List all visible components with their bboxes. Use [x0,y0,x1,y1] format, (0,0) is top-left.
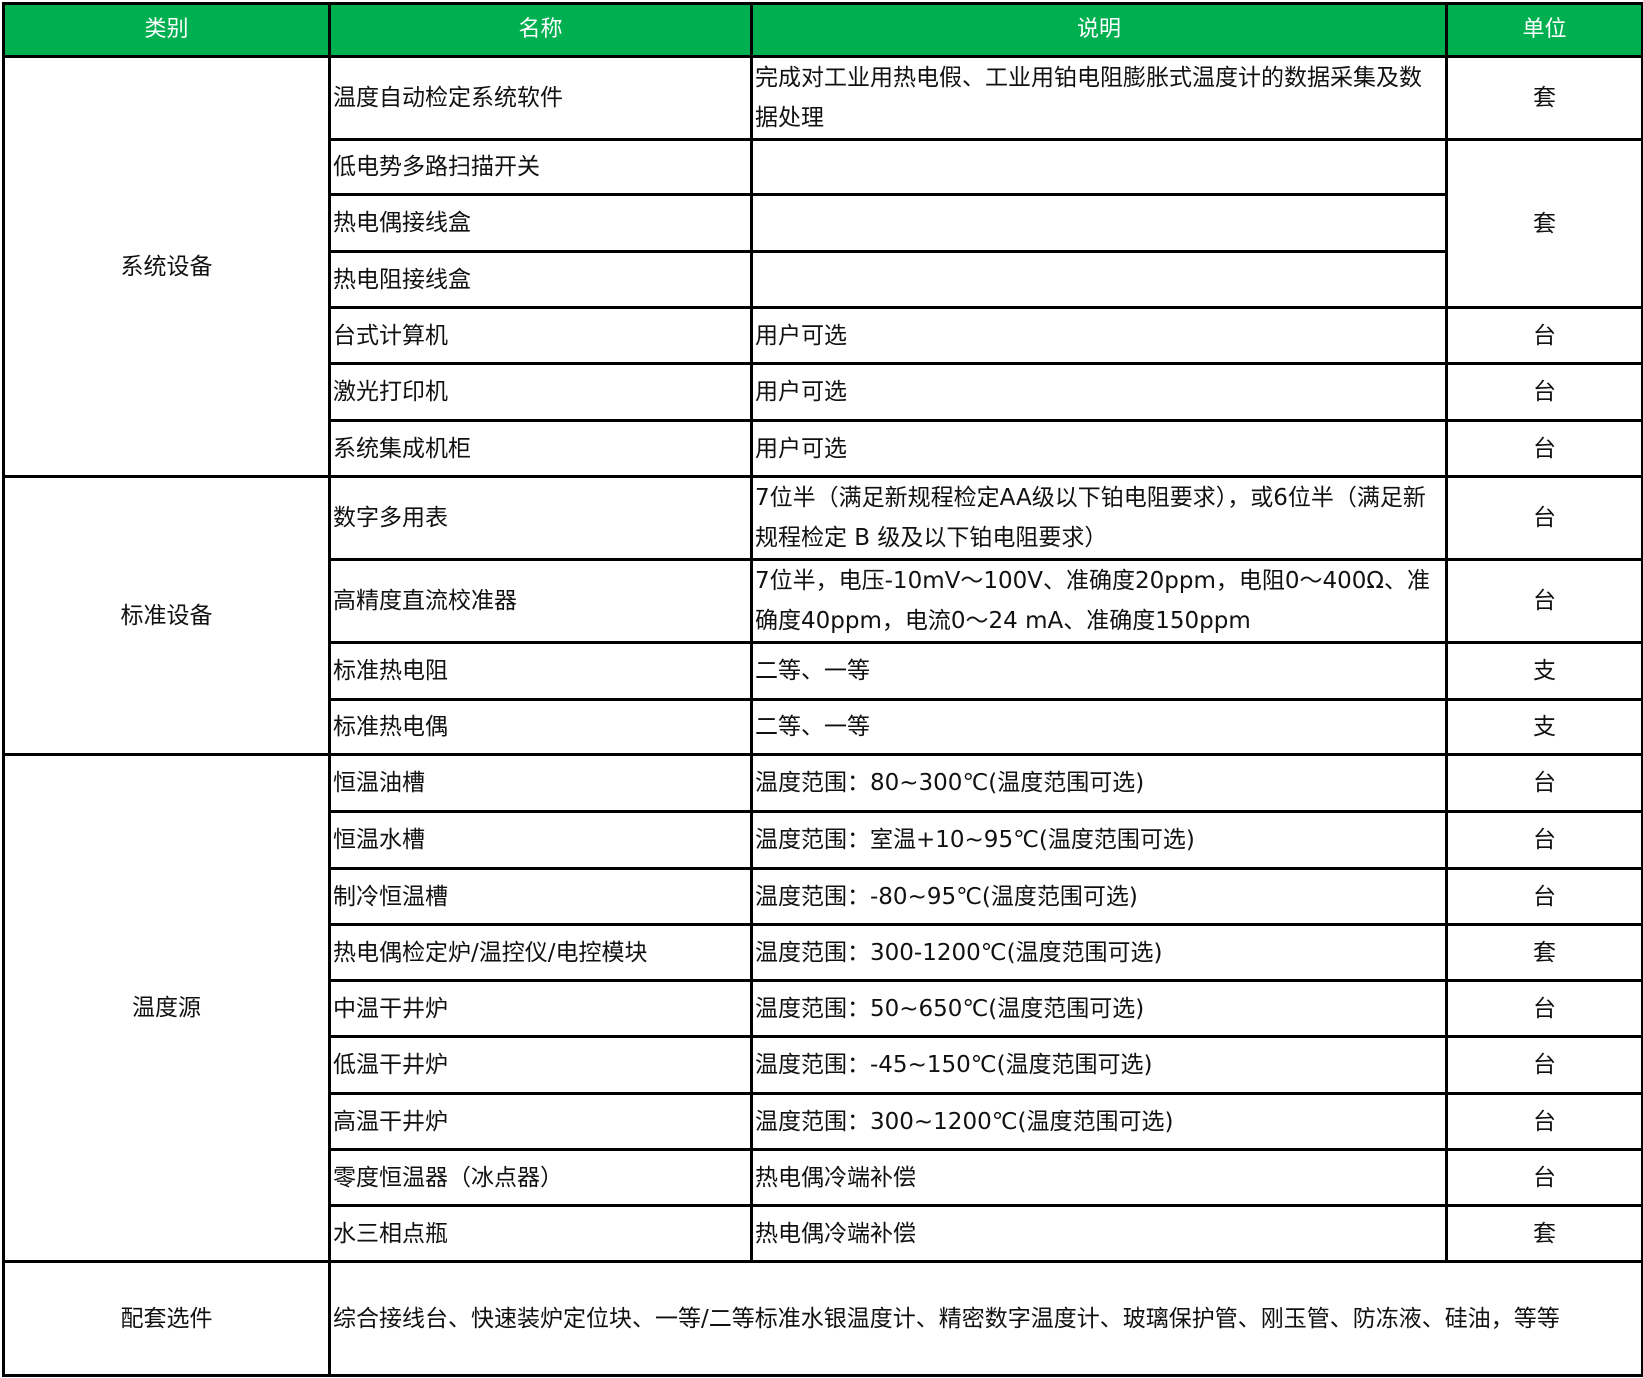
unit-cell: 台 [1445,558,1643,644]
unit-cell: 台 [1445,475,1643,561]
unit-cell: 套 [1445,138,1643,309]
unit-cell: 台 [1445,306,1643,365]
description-cell: 用户可选 [750,362,1448,422]
header-category: 类别 [2,2,331,58]
table-row: 系统集成机柜 用户可选台 [4,419,1643,478]
table-row: 标准热电阻 二等、一等支 [4,641,1643,701]
name-cell: 制冷恒温槽 [328,867,753,926]
table-row: 低温干井炉 温度范围：-45~150℃(温度范围可选) 台 [4,1035,1643,1095]
table-row: 热电偶接线盒 [4,193,1643,253]
name-cell: 高温干井炉 [328,1092,753,1151]
table-row: 中温干井炉 温度范围：50~650℃(温度范围可选) 台 [4,979,1643,1038]
description-cell: 热电偶冷端补偿 [750,1204,1448,1263]
unit-cell: 支 [1445,698,1643,756]
name-cell: 热电偶检定炉/温控仪/电控模块 [328,923,753,982]
table-row: 系统设备 温度自动检定系统软件 完成对工业用热电假、工业用铂电阻膨胀式温度计的数据采… [2,55,1643,478]
table-row: 激光打印机 用户可选台 [4,362,1643,422]
description-cell: 完成对工业用热电假、工业用铂电阻膨胀式温度计的数据采集及数据处理 [750,55,1448,141]
name-cell: 低电势多路扫描开关 [328,138,753,196]
header-description: 说明 [750,2,1448,58]
name-cell: 中温干井炉 [328,979,753,1038]
header-unit: 单位 [1445,2,1643,58]
description-cell: 用户可选 [750,419,1448,478]
description-cell: 温度范围：-80~95℃(温度范围可选) [750,867,1448,926]
description-cell: 二等、一等 [750,641,1448,701]
table-row: 高温干井炉 温度范围：300~1200℃(温度范围可选) 台 [4,1092,1643,1151]
description-cell [750,250,1448,309]
table-row: 零度恒温器（冰点器） 热电偶冷端补偿台 [4,1148,1643,1207]
category-cell: 标准设备 [2,475,331,756]
table-row: 标准设备 数字多用表 7位半（满足新规程检定AA级以下铂电阻要求），或6位半（满足新… [2,475,1643,756]
unit-cell: 台 [1445,867,1643,926]
unit-cell: 台 [1445,810,1643,870]
description-cell: 温度范围：300~1200℃(温度范围可选) [750,1092,1448,1151]
unit-cell: 台 [1445,362,1643,422]
description-cell: 温度范围：-45~150℃(温度范围可选) [750,1035,1448,1095]
description-cell: 温度范围：50~650℃(温度范围可选) [750,979,1448,1038]
accessories-description: 综合接线台、快速装炉定位块、一等/二等标准水银温度计、精密数字温度计、玻璃保护管… [328,1260,1643,1377]
table-row: 高精度直流校准器 7位半，电压-10mV～100V、准确度20ppm，电阻0～40… [4,558,1643,644]
name-cell: 温度自动检定系统软件 [328,55,753,141]
table-row: 恒温水槽 温度范围：室温+10~95℃(温度范围可选) 台 [4,810,1643,870]
table-row: 热电阻接线盒 [4,250,1643,309]
name-cell: 低温干井炉 [328,1035,753,1095]
table-row: 水三相点瓶 热电偶冷端补偿套 [4,1204,1643,1263]
table-row: 低电势多路扫描开关 套 [4,138,1643,309]
unit-cell: 套 [1445,1204,1643,1263]
unit-cell: 支 [1445,641,1643,701]
unit-cell: 台 [1445,753,1643,813]
table-row: 热电偶检定炉/温控仪/电控模块 温度范围：300-1200℃(温度范围可选) 套 [4,923,1643,982]
description-cell: 温度范围：室温+10~95℃(温度范围可选) [750,810,1448,870]
description-cell: 热电偶冷端补偿 [750,1148,1448,1207]
unit-cell: 台 [1445,1035,1643,1095]
name-cell: 高精度直流校准器 [328,558,753,644]
name-cell: 台式计算机 [328,306,753,365]
name-cell: 数字多用表 [328,475,753,561]
category-cell: 温度源 [2,753,331,1263]
unit-cell: 台 [1445,1092,1643,1151]
description-cell: 用户可选 [750,306,1448,365]
table-row: 标准热电偶 二等、一等支 [4,698,1643,756]
description-cell: 二等、一等 [750,698,1448,756]
unit-cell: 台 [1445,979,1643,1038]
table-row: 温度源 恒温油槽 温度范围：80~300℃(温度范围可选) 台 [2,753,1643,1263]
description-cell: 7位半，电压-10mV～100V、准确度20ppm，电阻0～400Ω、准确度40… [750,558,1448,644]
category-cell: 系统设备 [2,55,331,478]
unit-cell: 台 [1445,1148,1643,1207]
unit-cell: 台 [1445,419,1643,478]
name-cell: 零度恒温器（冰点器） [328,1148,753,1207]
header-name: 名称 [328,2,753,58]
description-cell [750,193,1448,253]
name-cell: 恒温水槽 [328,810,753,870]
accessories-row: 配套选件 综合接线台、快速装炉定位块、一等/二等标准水银温度计、精密数字温度计、玻… [2,1260,1643,1377]
description-cell: 7位半（满足新规程检定AA级以下铂电阻要求），或6位半（满足新规程检定 B 级及… [750,475,1448,561]
name-cell: 热电偶接线盒 [328,193,753,253]
table-row: 台式计算机 用户可选台 [4,306,1643,365]
name-cell: 水三相点瓶 [328,1204,753,1263]
unit-cell: 套 [1445,923,1643,982]
table-row: 制冷恒温槽 温度范围：-80~95℃(温度范围可选) 台 [4,867,1643,926]
category-cell: 配套选件 [2,1260,331,1377]
description-cell [750,138,1448,196]
name-cell: 标准热电偶 [328,698,753,756]
name-cell: 恒温油槽 [328,753,753,813]
header-row: 类别 名称 说明 单位 [2,2,1643,58]
unit-cell: 套 [1445,55,1643,141]
name-cell: 激光打印机 [328,362,753,422]
description-cell: 温度范围：300-1200℃(温度范围可选) [750,923,1448,982]
name-cell: 系统集成机柜 [328,419,753,478]
description-cell: 温度范围：80~300℃(温度范围可选) [750,753,1448,813]
name-cell: 热电阻接线盒 [328,250,753,309]
name-cell: 标准热电阻 [328,641,753,701]
